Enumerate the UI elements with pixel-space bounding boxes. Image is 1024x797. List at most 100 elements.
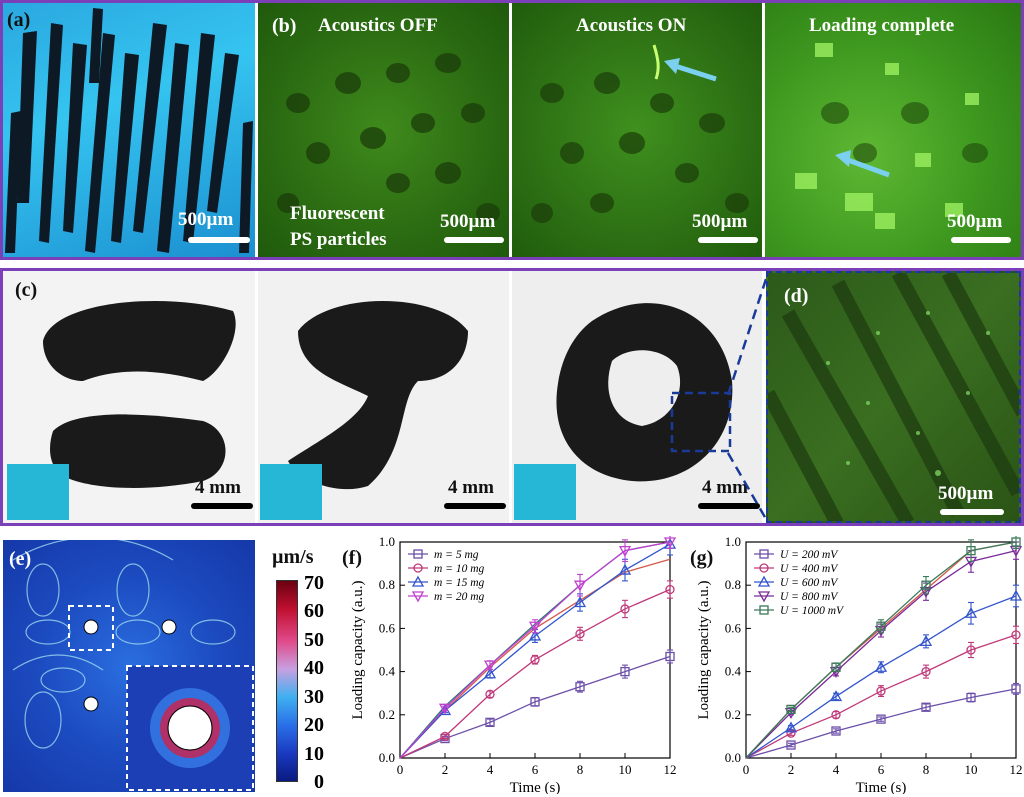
data-point [620,666,630,677]
indicator-arrow-on [671,62,717,82]
panel-d-image: (d) 500µm [766,271,1021,523]
y-tick-label: 0.2 [379,707,395,722]
dark-spots-off [277,53,500,223]
data-point [966,692,976,703]
data-point [411,591,425,603]
y-axis-label: Loading capacity (a.u.) [696,580,712,719]
x-tick-label: 10 [619,762,632,777]
x-tick-label: 2 [442,762,449,777]
panel-c-image-2: 4 mm [258,271,509,523]
chart-g: 0 2 4 6 8 10 12 0.0 0.2 0.4 0.6 0.8 1.0 Time (s) Loadi… [696,536,1023,794]
data-point [528,629,542,641]
data-point [919,635,933,647]
data-point [575,682,585,692]
magnet-pattern-2 [260,301,468,520]
data-point [413,563,423,573]
panel-b-scale-bar-3 [951,237,1011,243]
data-point [876,621,886,631]
data-point [483,667,497,679]
colorbar-tick: 20 [304,714,324,736]
data-point [440,731,450,742]
panel-b-scale-text-2: 500µm [692,211,748,232]
x-tick-label: 4 [833,762,840,777]
zoom-connector [726,278,768,520]
data-point [618,545,632,557]
panel-c-label: (c) [15,279,38,301]
data-point [757,575,771,587]
panel-b-label: (b) [272,15,297,37]
colorbar-tick: 0 [314,771,324,793]
y-tick-label: 0.4 [725,664,742,679]
y-tick-label: 0.8 [725,577,741,592]
data-point [530,655,540,665]
legend-entry: m = 5 mg [434,549,479,561]
panel-b-caption-line1: Fluorescent [290,203,385,224]
data-point [829,690,843,702]
panel-b-scale-text-3: 500µm [947,211,1003,232]
panel-d-label: (d) [784,285,809,307]
data-point [759,563,769,573]
data-point [575,629,585,639]
x-tick-label: 0 [743,762,750,777]
data-point [786,740,796,750]
data-point [438,703,452,715]
colorbar-unit: µm/s [272,546,314,568]
panel-f-label: (f) [342,547,362,569]
x-tick-label: 6 [878,762,885,777]
data-point [786,704,796,715]
colorbar [276,580,298,782]
panel-b-title-complete: Loading complete [809,15,955,36]
panel-c-scale-bar-1 [191,503,253,509]
magnet-pattern-1 [7,301,236,520]
data-point [411,575,425,587]
data-point [876,686,886,696]
x-tick-label: 8 [577,762,584,777]
dark-spots-on [531,44,749,223]
data-point [757,591,771,603]
data-point [759,549,769,559]
data-point [831,726,841,736]
panel-c-scale-text-1: 4 mm [195,477,241,498]
data-point [528,621,542,633]
data-point [966,545,976,556]
data-point [831,710,841,720]
legend-entry: U = 600 mV [780,577,839,589]
data-point [485,689,495,699]
streamline-plot [12,540,254,791]
y-tick-label: 0.0 [379,750,395,765]
panel-c-scale-bar-2 [444,503,506,509]
x-tick-label: 6 [532,762,539,777]
data-point [759,605,769,615]
panel-c-image-1: (c) 4 mm [3,271,255,523]
panel-b-caption-line2: PS particles [290,229,387,250]
panel-c-scale-text-3: 4 mm [702,477,748,498]
legend-entry: m = 15 mg [434,577,484,589]
data-point [530,697,540,707]
data-point [876,714,886,724]
x-tick-label: 4 [487,762,494,777]
x-tick-label: 10 [965,762,978,777]
panel-d-scale-text: 500µm [938,483,994,504]
panel-e-flow-field: (e) [3,540,255,792]
panel-b-on-image: Acoustics ON 500µm [512,3,762,257]
data-point [485,717,495,728]
middle-row-frame [0,268,1024,526]
data-point [573,596,587,608]
data-point [921,666,931,677]
data-point [921,580,931,590]
panel-e-label: (e) [9,548,32,570]
data-point [964,606,978,618]
data-point [1011,537,1021,547]
colorbar-tick: 50 [304,629,324,651]
colorbar-tick: 70 [304,572,324,594]
data-point [663,537,677,549]
data-point [1011,684,1021,694]
data-point [784,721,798,733]
x-tick-label: 8 [923,762,930,777]
panel-a-label: (a) [7,9,31,31]
panel-b-scale-text-1: 500µm [440,211,496,232]
panel-b-off-image: (b) Acoustics OFF Fluorescent PS particl… [258,3,509,257]
data-point [1009,589,1023,601]
panel-b-scale-bar-1 [444,237,504,243]
needle-array-drawing [5,8,253,253]
